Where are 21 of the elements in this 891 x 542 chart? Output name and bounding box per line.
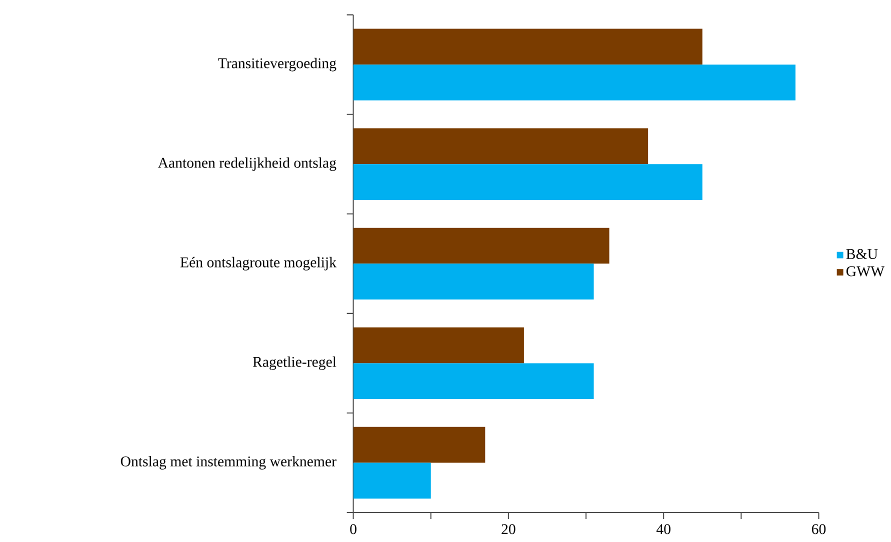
x-tick-label: 0	[350, 524, 356, 534]
bar	[353, 264, 594, 300]
y-tick-label: Eén ontslagroute mogelijk	[180, 257, 336, 271]
bar	[353, 462, 431, 499]
y-tick-label: Transitievergoeding	[218, 58, 336, 72]
bar	[353, 427, 486, 463]
y-tick-label: Ontslag met instemming werknemer	[120, 456, 336, 470]
x-tick-label: 20	[502, 524, 516, 534]
bar	[353, 228, 610, 264]
x-tick-label: 60	[812, 524, 826, 534]
bar	[353, 164, 702, 200]
y-tick-label: Ragetlie-regel	[252, 356, 336, 370]
bar	[353, 128, 648, 164]
bar	[353, 363, 594, 400]
legend-label: B&U	[846, 249, 878, 260]
bar	[353, 29, 702, 65]
y-tick-label: Aantonen redelijkheid ontslag	[158, 158, 336, 172]
x-tick-label: 40	[656, 524, 670, 534]
legend-label: GWW	[846, 266, 885, 277]
bar	[353, 328, 524, 364]
bar	[353, 64, 796, 101]
